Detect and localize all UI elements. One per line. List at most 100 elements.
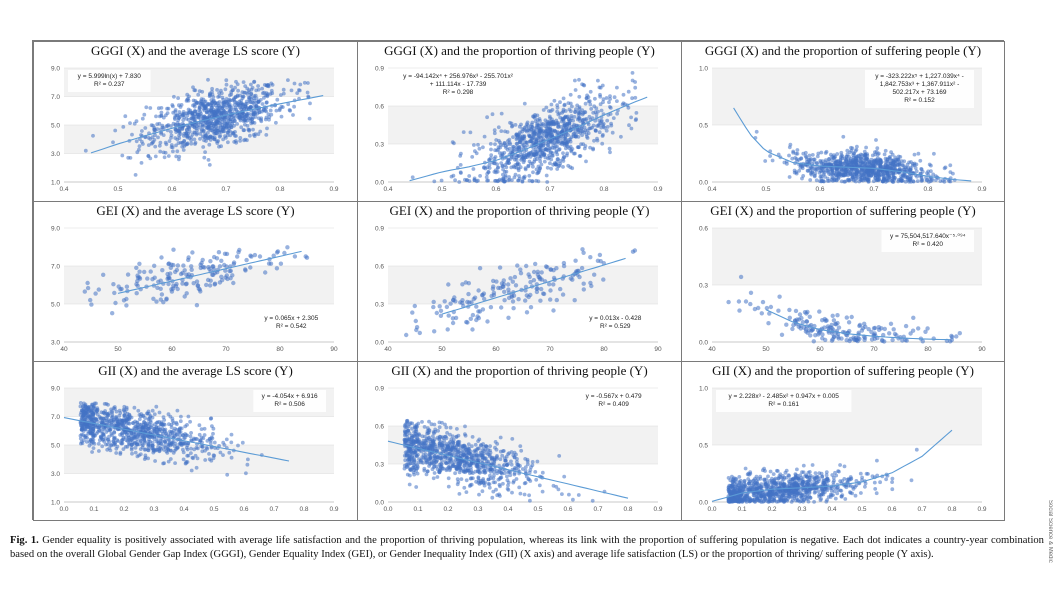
data-point: [475, 314, 480, 319]
data-point: [155, 432, 160, 436]
data-point: [243, 268, 248, 273]
data-point: [157, 410, 162, 415]
data-point: [150, 277, 155, 282]
data-point: [878, 158, 883, 163]
regression-equation: y = -4.054x + 6.916: [262, 393, 318, 400]
data-point: [593, 96, 597, 101]
data-point: [440, 420, 444, 425]
data-point: [914, 169, 919, 174]
data-point: [134, 119, 139, 124]
data-point: [578, 119, 582, 123]
data-point: [523, 155, 528, 160]
data-point: [472, 178, 477, 183]
data-point: [837, 161, 842, 166]
data-point: [458, 163, 463, 167]
data-point: [538, 159, 543, 164]
data-point: [181, 110, 186, 114]
data-point: [541, 291, 547, 297]
data-point: [286, 78, 290, 82]
data-point: [134, 282, 139, 287]
data-point: [177, 442, 182, 446]
data-point: [222, 129, 227, 134]
x-tick-label: 0.5: [437, 186, 446, 193]
data-point: [256, 132, 261, 137]
data-point: [905, 169, 909, 173]
data-point: [123, 430, 127, 435]
data-point: [166, 412, 171, 417]
data-point: [815, 154, 820, 159]
data-point: [513, 123, 518, 127]
data-point: [468, 471, 472, 476]
data-point: [838, 172, 843, 176]
data-point: [286, 102, 291, 107]
data-point: [243, 137, 248, 142]
data-point: [536, 179, 541, 184]
scatter-plot: 1.03.05.07.09.00.0 0.1 0.2 0.3 0.4 0.5 0.6 0.7 0…: [51, 385, 339, 513]
data-point: [573, 78, 577, 83]
data-point: [458, 154, 463, 158]
data-point: [217, 264, 223, 269]
data-point: [424, 452, 428, 457]
data-point: [450, 320, 456, 326]
data-point: [887, 178, 892, 182]
data-point: [186, 132, 191, 136]
data-point: [849, 314, 854, 320]
data-point: [210, 272, 215, 277]
y-tick-label: 0.6: [375, 423, 384, 430]
data-point: [146, 448, 150, 452]
data-point: [93, 291, 98, 296]
data-point: [858, 159, 862, 164]
data-point: [630, 96, 634, 101]
data-point: [415, 471, 420, 476]
data-point: [797, 312, 803, 317]
data-point: [872, 325, 878, 331]
data-point: [158, 149, 163, 154]
data-point: [182, 436, 186, 441]
data-point: [191, 281, 196, 286]
data-point: [130, 132, 134, 137]
data-point: [206, 130, 210, 135]
data-point: [238, 136, 243, 140]
x-tick-label: 0.8: [923, 186, 932, 193]
chart-panel-1: GGGI (X) and the average LS score (Y) 1.0…: [33, 41, 358, 202]
x-tick-label: 90: [978, 346, 986, 353]
data-point: [929, 163, 933, 168]
data-point: [486, 170, 491, 174]
data-point: [135, 420, 140, 425]
data-point: [834, 178, 839, 182]
data-point: [503, 173, 508, 178]
data-point: [260, 102, 265, 106]
data-point: [914, 162, 919, 167]
data-point: [905, 162, 910, 167]
data-point: [214, 256, 220, 261]
data-point: [223, 87, 228, 92]
y-tick-label: 0.9: [375, 225, 384, 232]
data-point: [206, 125, 211, 129]
data-point: [800, 320, 806, 325]
data-point: [155, 285, 160, 290]
data-point: [470, 327, 475, 332]
data-point: [289, 88, 294, 93]
data-point: [563, 134, 568, 138]
data-point: [899, 159, 904, 164]
data-point: [211, 95, 216, 99]
data-point: [249, 105, 253, 110]
chart-title: GEI (X) and the proportion of suffering …: [710, 203, 976, 218]
data-point: [629, 115, 633, 120]
data-point: [545, 180, 550, 184]
x-tick-label: 0.8: [299, 506, 308, 513]
data-point: [238, 139, 243, 143]
data-point: [414, 325, 420, 330]
data-point: [218, 450, 223, 455]
data-point: [302, 80, 307, 85]
data-point: [169, 130, 173, 134]
data-point: [498, 435, 503, 440]
data-point: [177, 154, 182, 159]
data-point: [516, 168, 521, 173]
data-point: [246, 457, 250, 462]
data-point: [173, 461, 178, 465]
data-point: [230, 273, 235, 278]
data-point: [576, 116, 581, 120]
data-point: [171, 149, 175, 154]
equation-box: [881, 230, 974, 252]
